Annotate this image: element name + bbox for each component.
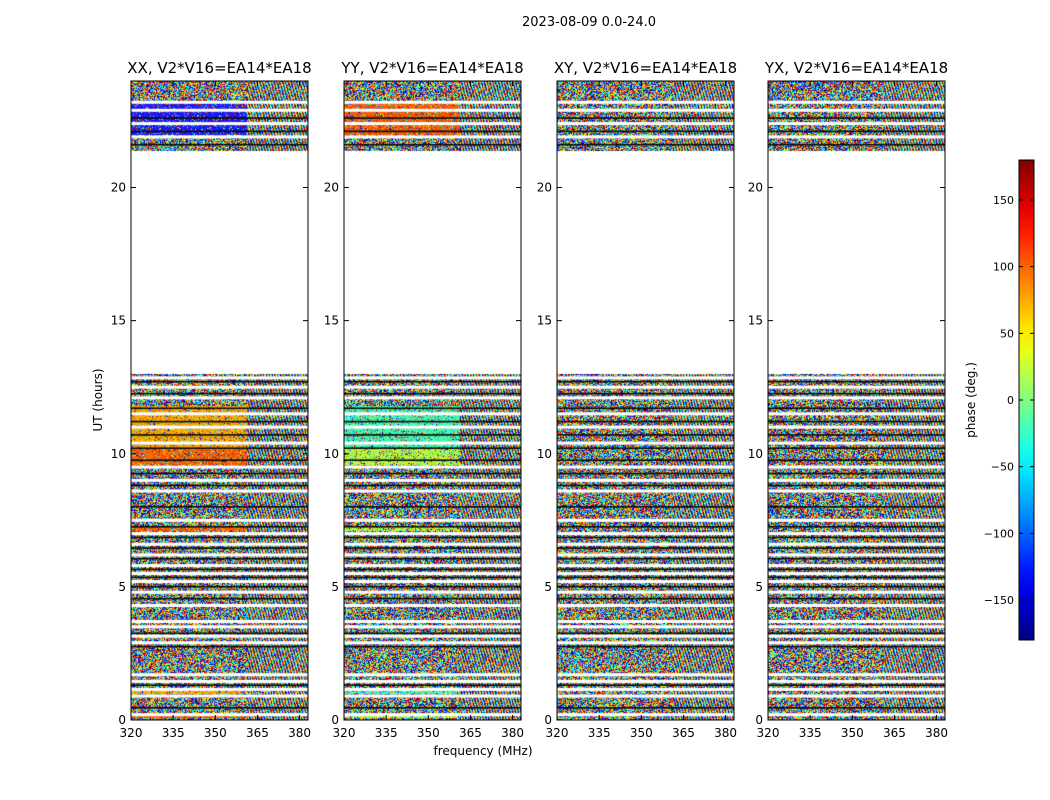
y-tick-label: 0 (544, 713, 552, 727)
y-tick-label: 10 (324, 447, 339, 461)
y-tick-label: 20 (324, 181, 339, 195)
x-tick-label: 320 (757, 726, 780, 740)
colorbar-tick-label: 150 (993, 194, 1014, 207)
colorbar: −150 −100 −50 0 50 100 150 (984, 159, 1035, 641)
y-tick-label: 5 (331, 580, 339, 594)
heatmap-yx (768, 81, 945, 720)
x-tick-label: 365 (883, 726, 906, 740)
figure-suptitle: 2023-08-09 0.0-24.0 (522, 15, 656, 30)
panel-frame (767, 80, 946, 721)
panel-title: XX, V2*V16=EA14*EA18 (127, 59, 311, 77)
x-tick-label: 335 (588, 726, 611, 740)
y-tick-label: 5 (118, 580, 126, 594)
panel-frame (556, 80, 735, 721)
y-tick-label: 0 (118, 713, 126, 727)
x-tick-label: 335 (162, 726, 185, 740)
y-tick-label: 5 (544, 580, 552, 594)
y-tick-label: 0 (331, 713, 339, 727)
x-tick-label: 350 (841, 726, 864, 740)
colorbar-tick-label: 100 (993, 261, 1014, 274)
colorbar-tick-label: 50 (1000, 327, 1014, 340)
colorbar-tick-label: −100 (984, 527, 1014, 540)
x-tick-label: 320 (333, 726, 356, 740)
x-tick-label: 380 (501, 726, 524, 740)
y-tick-label: 15 (111, 314, 126, 328)
x-axis-label: frequency (MHz) (433, 744, 532, 758)
colorbar-tick-label: −150 (984, 594, 1014, 607)
panel-title: YY, V2*V16=EA14*EA18 (340, 59, 523, 77)
y-tick-label: 0 (755, 713, 763, 727)
y-tick-label: 20 (537, 181, 552, 195)
panel-frame (130, 80, 309, 721)
y-tick-label: 10 (748, 447, 763, 461)
y-tick-label: 10 (111, 447, 126, 461)
x-tick-label: 320 (120, 726, 143, 740)
y-tick-label: 15 (324, 314, 339, 328)
x-tick-label: 335 (375, 726, 398, 740)
x-tick-label: 365 (672, 726, 695, 740)
x-tick-label: 350 (417, 726, 440, 740)
x-tick-label: 350 (204, 726, 227, 740)
x-tick-label: 380 (714, 726, 737, 740)
x-tick-label: 335 (799, 726, 822, 740)
panels-layer: XX, V2*V16=EA14*EA18 320 335 350 365 380 0 5 10 1… (111, 59, 948, 740)
colorbar-tick-label: −50 (991, 461, 1014, 474)
x-tick-label: 365 (459, 726, 482, 740)
x-tick-label: 380 (925, 726, 948, 740)
heatmap-xy (557, 81, 734, 720)
y-tick-label: 5 (755, 580, 763, 594)
x-tick-label: 380 (288, 726, 311, 740)
x-tick-label: 350 (630, 726, 653, 740)
y-tick-label: 15 (537, 314, 552, 328)
y-tick-label: 15 (748, 314, 763, 328)
panel-yx: YX, V2*V16=EA14*EA18 320 335 350 365 380 0 5 10 1… (748, 59, 948, 740)
colorbar-tick-label: 0 (1007, 394, 1014, 407)
x-tick-label: 365 (246, 726, 269, 740)
panel-title: XY, V2*V16=EA14*EA18 (554, 59, 737, 77)
x-tick-label: 320 (546, 726, 569, 740)
heatmap-xx (131, 81, 308, 720)
y-tick-label: 20 (748, 181, 763, 195)
y-tick-label: 10 (537, 447, 552, 461)
panel-xx: XX, V2*V16=EA14*EA18 320 335 350 365 380 0 5 10 1… (111, 59, 312, 740)
colorbar-label: phase (deg.) (964, 362, 978, 438)
panel-yy: YY, V2*V16=EA14*EA18 320 335 350 365 380 0 5 10 1… (324, 59, 524, 740)
panel-frame (343, 80, 522, 721)
y-axis-label: UT (hours) (91, 368, 105, 431)
heatmap-yy (344, 81, 521, 720)
y-tick-label: 20 (111, 181, 126, 195)
panel-xy: XY, V2*V16=EA14*EA18 320 335 350 365 380 0 5 10 1… (537, 59, 737, 740)
panel-title: YX, V2*V16=EA14*EA18 (764, 59, 948, 77)
